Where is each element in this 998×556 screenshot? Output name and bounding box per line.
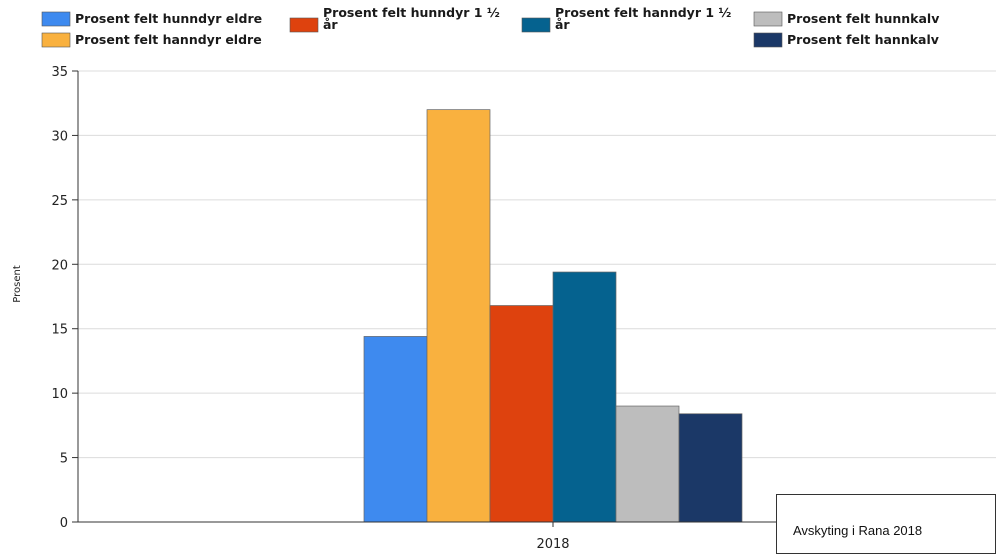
legend-swatch [41, 11, 71, 27]
y-axis: 0 5 10 15 20 25 30 35 [51, 65, 79, 531]
legend: Prosent felt hunndyr eldre Prosent felt h… [41, 5, 939, 48]
y-tick-label: 0 [60, 516, 68, 531]
legend-item: Prosent felt hunndyr 1 ½år [289, 5, 500, 33]
legend-item: Prosent felt hunndyr eldre [41, 11, 262, 27]
bar [426, 109, 491, 523]
bar [489, 305, 554, 523]
legend-label: Prosent felt hannkalv [787, 32, 939, 47]
legend-swatch [41, 32, 71, 48]
legend-swatch [753, 11, 783, 27]
bars [363, 109, 743, 523]
bar [363, 336, 428, 523]
y-tick-label: 15 [51, 323, 68, 338]
legend-item: Prosent felt hanndyr 1 ½år [521, 5, 731, 33]
y-tick-label: 10 [51, 387, 68, 402]
x-tick-label: 2018 [536, 537, 569, 552]
legend-label: Prosent felt hanndyr eldre [75, 32, 262, 47]
legend-label: Prosent felt hunnkalv [787, 11, 939, 26]
y-axis-label: Prosent [12, 265, 23, 303]
caption-box: Avskyting i Rana 2018 [776, 494, 996, 554]
legend-label: år [555, 17, 570, 32]
bar [615, 405, 680, 523]
y-tick-label: 35 [51, 65, 68, 80]
legend-label: Prosent felt hunndyr 1 ½ [323, 5, 500, 20]
legend-label: Prosent felt hunndyr eldre [75, 11, 262, 26]
legend-swatch [753, 32, 783, 48]
legend-label: år [323, 17, 338, 32]
legend-label: Prosent felt hanndyr 1 ½ [555, 5, 731, 20]
legend-item: Prosent felt hannkalv [753, 32, 939, 48]
legend-swatch [521, 17, 551, 33]
y-tick-label: 5 [60, 452, 68, 467]
y-tick-label: 30 [51, 129, 68, 144]
y-tick-label: 20 [51, 258, 68, 273]
caption-text: Avskyting i Rana 2018 [793, 523, 923, 538]
legend-item: Prosent felt hanndyr eldre [41, 32, 262, 48]
legend-swatch [289, 17, 319, 33]
bar [678, 413, 743, 523]
legend-item: Prosent felt hunnkalv [753, 11, 939, 27]
bar [552, 271, 617, 523]
y-tick-label: 25 [51, 194, 68, 209]
